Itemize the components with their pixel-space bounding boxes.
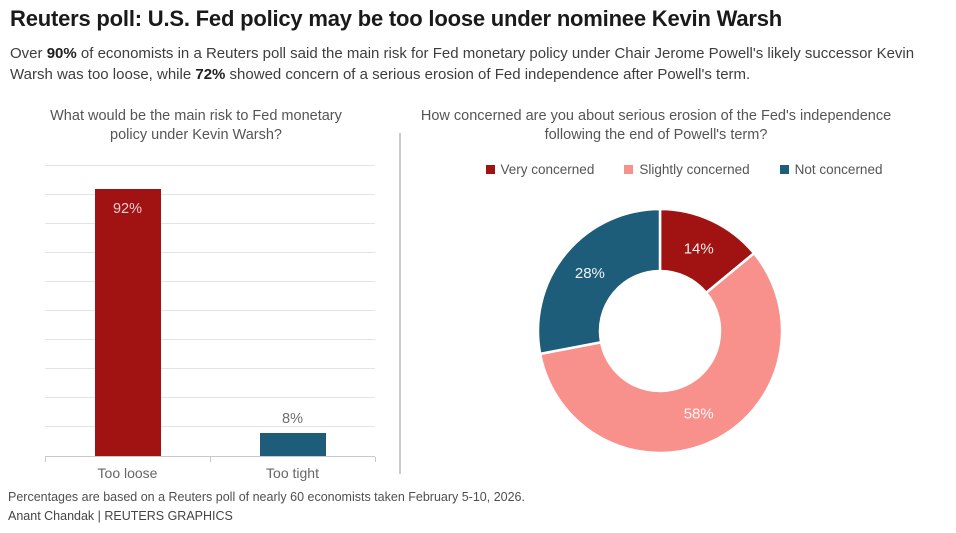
legend-swatch bbox=[779, 165, 789, 174]
legend-label: Slightly concerned bbox=[639, 162, 750, 177]
gridline bbox=[45, 426, 375, 427]
subtitle-text: of economists in a Reuters poll said the… bbox=[10, 45, 915, 83]
legend-item: Very concerned bbox=[485, 162, 595, 177]
gridline bbox=[45, 368, 375, 369]
legend-swatch bbox=[624, 165, 634, 174]
bar-value-label: 92% bbox=[112, 201, 143, 218]
gridline bbox=[45, 339, 375, 340]
axis-tick bbox=[375, 457, 376, 462]
slice-label: 14% bbox=[684, 241, 714, 258]
donut-slice bbox=[538, 251, 784, 455]
gridline bbox=[45, 252, 375, 253]
gridline bbox=[45, 310, 375, 311]
donut-slice bbox=[536, 207, 662, 356]
slice-label: 58% bbox=[684, 405, 714, 422]
panel-title-line: policy under Kevin Warsh? bbox=[110, 127, 282, 144]
legend-item: Not concerned bbox=[779, 162, 883, 177]
gridline bbox=[45, 194, 375, 195]
panel-divider bbox=[399, 133, 401, 474]
panel-title-line: following the end of Powell's term? bbox=[544, 127, 768, 144]
donut-chart: 14% 58% 28% bbox=[536, 207, 784, 455]
slice-label: 28% bbox=[575, 265, 605, 282]
bar-chart-plot: 92% 8% bbox=[45, 165, 376, 462]
page-title: Reuters poll: U.S. Fed policy may be too… bbox=[10, 6, 783, 31]
donut-legend: Very concerned Slightly concerned Not conc… bbox=[400, 162, 956, 177]
gridline bbox=[45, 165, 375, 166]
bar: 92% bbox=[94, 189, 161, 456]
subtitle-text: Over bbox=[10, 45, 47, 62]
source-note: Percentages are based on a Reuters poll … bbox=[8, 490, 525, 504]
legend-item: Slightly concerned bbox=[624, 162, 750, 177]
subtitle-stat: 72% bbox=[195, 65, 226, 83]
subtitle-stat: 90% bbox=[46, 45, 77, 62]
gridline bbox=[45, 223, 375, 224]
legend-label: Not concerned bbox=[794, 162, 883, 177]
axis-tick bbox=[210, 457, 211, 462]
page-subtitle: Over 90% of economists in a Reuters poll… bbox=[10, 44, 956, 85]
bar bbox=[259, 432, 326, 456]
donut-chart-title: How concerned are you about serious eros… bbox=[400, 107, 912, 145]
legend-label: Very concerned bbox=[500, 162, 595, 177]
panel-title-line: How concerned are you about serious eros… bbox=[420, 108, 892, 124]
x-axis-label: Too loose bbox=[97, 465, 158, 481]
gridline bbox=[45, 281, 375, 282]
x-axis-label: Too tight bbox=[266, 465, 319, 481]
byline: Anant Chandak | REUTERS GRAPHICS bbox=[8, 509, 233, 523]
axis-tick bbox=[45, 457, 46, 462]
bar-value-label: 8% bbox=[282, 410, 303, 427]
gridline bbox=[45, 397, 375, 398]
legend-swatch bbox=[485, 165, 495, 174]
panel-title-line: What would be the main risk to Fed monet… bbox=[50, 108, 342, 124]
bar-chart-title: What would be the main risk to Fed monet… bbox=[30, 107, 362, 145]
subtitle-text: showed concern of a serious erosion of F… bbox=[225, 65, 751, 83]
